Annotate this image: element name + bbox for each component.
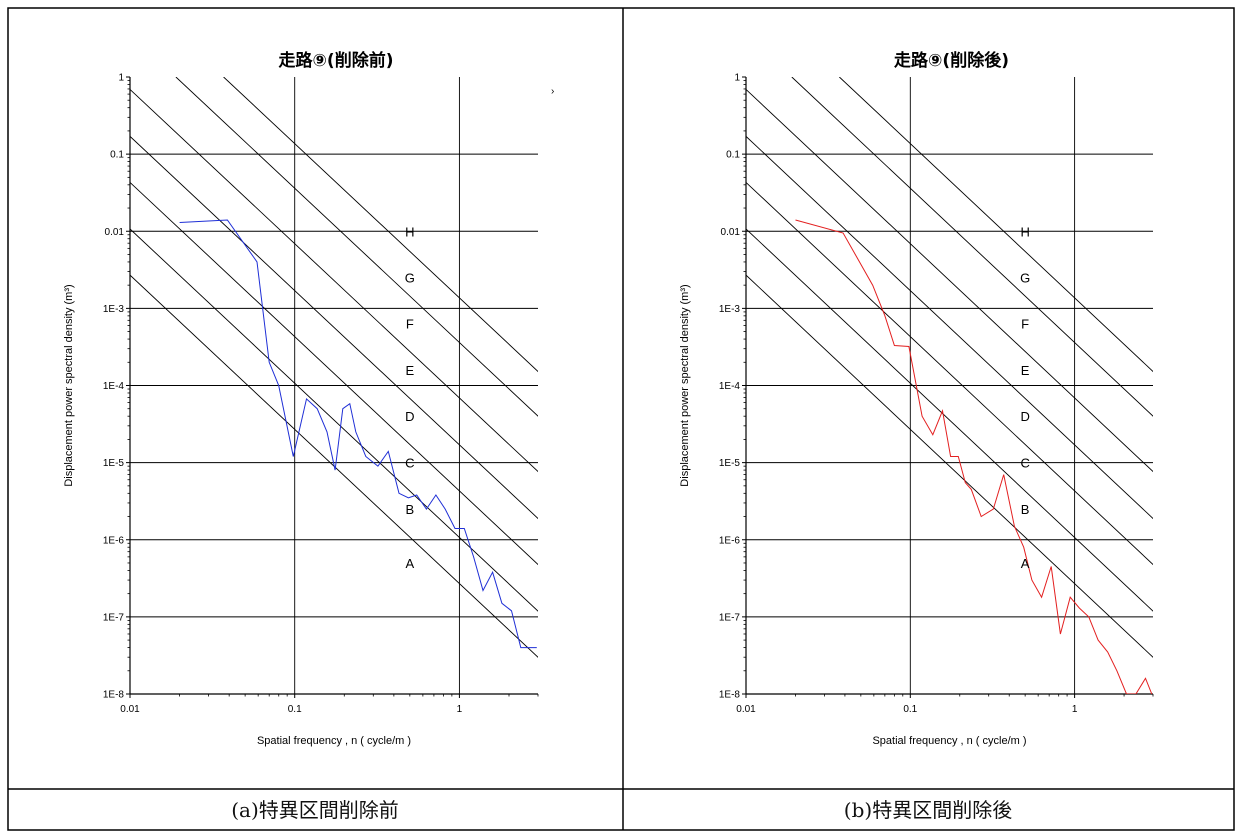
grade-label-b: B [405, 502, 414, 517]
y-tick-label: 1E-3 [103, 304, 125, 315]
chart-title: 走路⑨(削除前) [279, 50, 394, 71]
y-axis-label: Displacement power spectral density (m³) [63, 284, 75, 486]
x-tick-label: 0.1 [903, 704, 917, 715]
grade-line [746, 182, 1153, 566]
y-tick-label: 1E-4 [103, 381, 125, 392]
grade-label-e: E [405, 363, 414, 378]
x-tick-label: 1 [1072, 704, 1078, 715]
chart-after: 1 0.1 0.01 1E-3 1E-4 1E-5 1E-6 1E-7 1E-8 0.01 0.1 1… [679, 50, 1154, 747]
table-border [7, 7, 1235, 831]
y-axis-label: Displacement power spectral density (m³) [679, 284, 691, 486]
x-axis-label: Spatial frequency , n ( cycle/m ) [257, 735, 411, 747]
grade-label-h: H [1020, 224, 1029, 239]
y-tick-label: 0.1 [110, 150, 124, 161]
grade-label-g: G [1020, 271, 1030, 286]
y-tick-label: 1E-5 [719, 458, 741, 469]
y-tick-label: 1E-5 [103, 458, 125, 469]
plot-area [130, 77, 538, 658]
grade-line [130, 136, 538, 520]
grade-label-b: B [1021, 502, 1030, 517]
grade-line [130, 274, 538, 658]
grade-label-a: A [1021, 556, 1030, 571]
chart-before: 1 0.1 0.01 1E-3 1E-4 1E-5 1E-6 1E-7 1E-8 0.01 0.1 1… [63, 50, 539, 747]
y-tick-label: 0.1 [726, 150, 740, 161]
grade-line [746, 274, 1153, 658]
grade-line [791, 77, 1153, 417]
x-tick-label: 0.01 [736, 704, 756, 715]
y-tick-label: 1E-7 [103, 612, 125, 623]
grade-line [746, 89, 1153, 473]
grade-label-f: F [406, 316, 414, 331]
grade-line [746, 136, 1153, 520]
x-tick-label: 0.01 [120, 704, 140, 715]
grade-label-f: F [1021, 316, 1029, 331]
y-tick-label: 1 [118, 73, 124, 84]
y-tick-label: 1E-6 [103, 535, 125, 546]
x-axis-label: Spatial frequency , n ( cycle/m ) [872, 735, 1026, 747]
grade-line [175, 77, 538, 417]
grade-line [746, 228, 1153, 612]
grade-label-d: D [405, 409, 414, 424]
psd-series-line [795, 219, 1153, 694]
grade-line [839, 77, 1153, 373]
grade-label-g: G [405, 271, 415, 286]
grade-line [130, 182, 538, 566]
stray-mark: › [551, 86, 554, 97]
y-tick-label: 1E-4 [719, 381, 741, 392]
grade-label-c: C [405, 456, 414, 471]
psd-series-line [179, 219, 537, 649]
grade-line [130, 89, 538, 473]
y-tick-label: 1E-7 [719, 612, 741, 623]
y-tick-label: 1E-6 [719, 535, 741, 546]
plot-area [746, 77, 1153, 694]
grade-line [223, 77, 538, 373]
x-tick-label: 0.1 [288, 704, 302, 715]
grade-label-a: A [405, 556, 414, 571]
grade-label-e: E [1021, 363, 1030, 378]
grade-label-c: C [1020, 456, 1029, 471]
y-tick-label: 1 [734, 73, 740, 84]
y-tick-label: 0.01 [105, 227, 125, 238]
y-tick-label: 1E-8 [719, 690, 741, 701]
x-tick-label: 1 [457, 704, 463, 715]
y-tick-label: 1E-3 [719, 304, 741, 315]
grade-label-d: D [1020, 409, 1029, 424]
caption-a: (a)特異区間削除前 [231, 798, 399, 822]
chart-title: 走路⑨(削除後) [894, 50, 1009, 71]
y-tick-label: 0.01 [721, 227, 741, 238]
grade-line [130, 228, 538, 612]
caption-b: (b)特異区間削除後 [844, 798, 1012, 822]
grade-label-h: H [405, 224, 414, 239]
y-tick-label: 1E-8 [103, 690, 125, 701]
